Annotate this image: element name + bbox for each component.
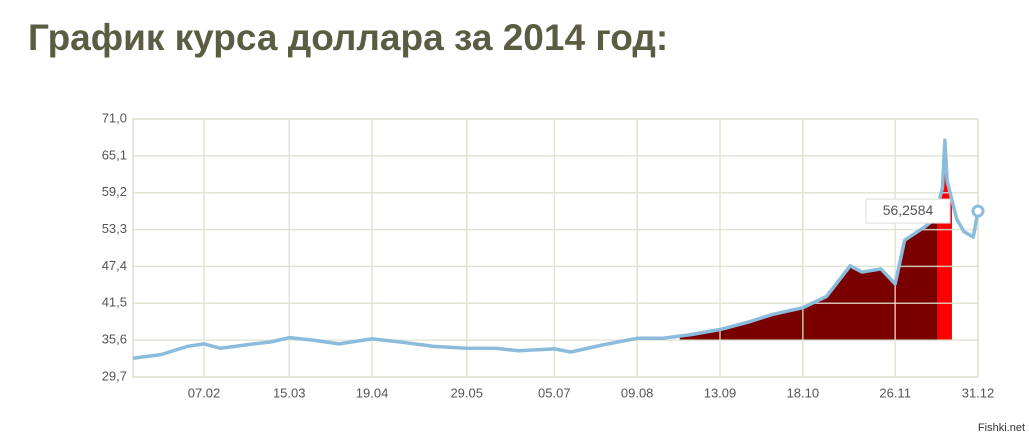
x-tick-label: 09.08 — [621, 385, 654, 400]
x-tick-label: 13.09 — [704, 385, 737, 400]
line — [132, 138, 980, 360]
y-tick-label: 47,4 — [102, 258, 127, 273]
x-tick-label: 05.07 — [538, 385, 571, 400]
y-tick-label: 35,6 — [102, 332, 127, 347]
x-tick-label: 19.04 — [356, 385, 389, 400]
watermark: Fishki.net — [978, 422, 1025, 434]
x-tick-label: 26.11 — [879, 385, 911, 400]
tooltip-box — [865, 198, 951, 224]
x-tick-label: 29.05 — [450, 385, 483, 400]
chart-title: График курса доллара за 2014 год: — [28, 17, 668, 58]
area-fill — [679, 204, 938, 341]
y-tick-label: 71,0 — [102, 110, 127, 125]
x-tick-label: 18.10 — [787, 385, 820, 400]
y-tick-label: 29,7 — [102, 368, 127, 383]
y-tick-label: 41,5 — [102, 295, 127, 310]
x-tick-label: 07.02 — [188, 385, 221, 400]
y-tick-label: 59,2 — [102, 184, 127, 199]
y-tick-label: 65,1 — [102, 147, 127, 162]
point-marker — [971, 204, 985, 218]
y-tick-label: 53,3 — [102, 221, 127, 236]
x-tick-label: 15.03 — [273, 385, 306, 400]
tooltip-label: 56,2584 — [883, 202, 934, 218]
x-tick-label: 31.12 — [962, 385, 995, 400]
